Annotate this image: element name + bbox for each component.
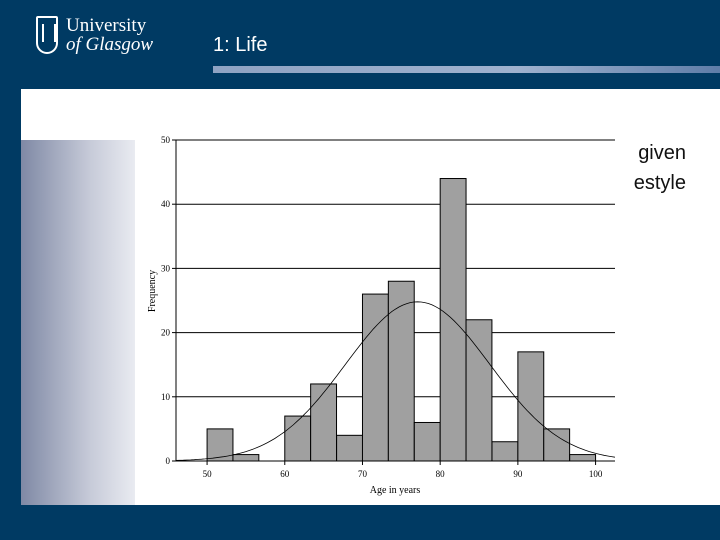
y-tick-label: 40 xyxy=(161,199,171,209)
histogram-bar xyxy=(310,383,338,462)
partial-text-line1: given xyxy=(638,142,686,164)
x-tick-label: 100 xyxy=(589,469,603,479)
histogram-bar xyxy=(465,319,493,462)
histogram-bar xyxy=(543,428,571,462)
title-rule xyxy=(213,66,720,73)
histogram-bar xyxy=(413,421,441,462)
logo-text-line2: of Glasgow xyxy=(66,34,154,55)
partial-text-line2: estyle xyxy=(633,172,686,194)
x-axis-label: Age in years xyxy=(370,485,421,496)
histogram-bar xyxy=(517,351,545,462)
normal-curve xyxy=(175,301,615,461)
x-tick-label: 80 xyxy=(436,469,446,479)
histogram-bar xyxy=(284,415,312,462)
histogram-bar xyxy=(206,428,234,462)
y-axis-label: Frequency xyxy=(147,270,158,312)
histogram-bar xyxy=(361,293,389,462)
crest-icon xyxy=(36,16,58,54)
histogram-bar xyxy=(387,280,415,462)
university-logo: University of Glasgow xyxy=(36,16,176,60)
histogram-bar xyxy=(569,454,597,462)
logo-text-line1: University xyxy=(66,15,147,36)
side-gradient-bar xyxy=(21,140,135,506)
x-tick-label: 90 xyxy=(513,469,523,479)
histogram-bar xyxy=(336,434,363,462)
histogram-chart: 0 10 20 30 40 50 50 60 70 80 90 100 Age in years Fr… xyxy=(135,125,615,505)
bars xyxy=(206,178,597,462)
histogram-bar xyxy=(232,454,260,462)
normal-curve-line xyxy=(175,301,615,461)
x-tick-label: 50 xyxy=(203,469,213,479)
y-tick-label: 10 xyxy=(161,392,171,402)
x-tick-label: 70 xyxy=(358,469,368,479)
slide-title: 1: Life xyxy=(213,34,268,56)
x-tick-label: 60 xyxy=(280,469,290,479)
y-tick-label: 20 xyxy=(161,328,171,338)
y-tick-label: 0 xyxy=(166,456,171,466)
histogram-svg: 0 10 20 30 40 50 50 60 70 80 90 100 Age in years Fr… xyxy=(147,135,615,496)
y-tick-label: 30 xyxy=(161,263,171,273)
axes: 0 10 20 30 40 50 50 60 70 80 90 100 xyxy=(161,135,615,479)
slide-header xyxy=(0,0,720,90)
y-tick-label: 50 xyxy=(161,135,171,145)
histogram-bar xyxy=(491,441,519,462)
bottom-band xyxy=(0,505,720,540)
